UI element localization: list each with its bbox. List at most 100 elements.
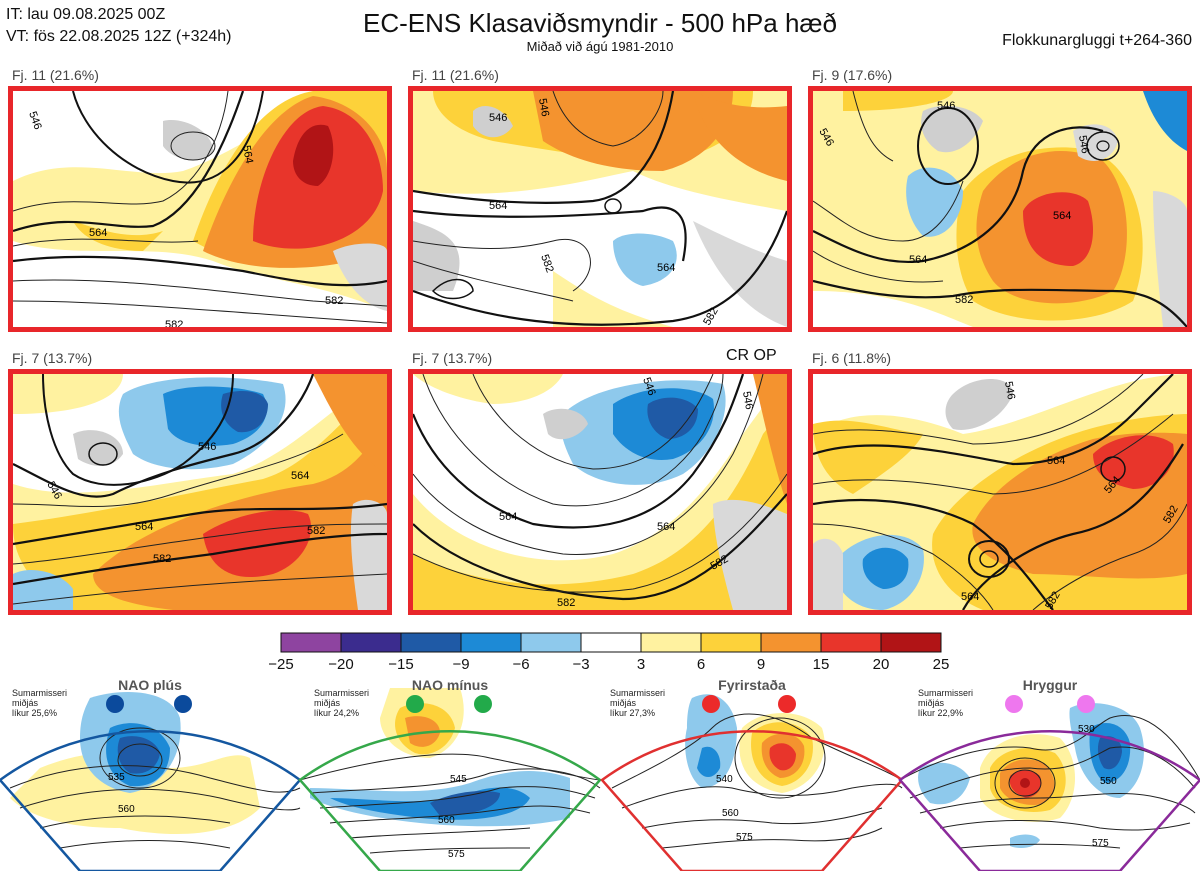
initial-time: IT: lau 09.08.2025 00Z — [6, 6, 166, 23]
cluster-panel-1[interactable]: 564 564 582 582 546 — [8, 86, 392, 332]
contour-label: 546 — [937, 100, 955, 112]
regime-title: NAO mínus — [411, 677, 489, 693]
regime-contour-label: 575 — [1092, 838, 1109, 849]
contour-label: 582 — [165, 319, 183, 327]
cluster-panel-2[interactable]: 546 564 564 582 582 546 — [408, 86, 792, 332]
regime-contour-label: 575 — [448, 849, 465, 860]
header-times: IT: lau 09.08.2025 00Z VT: fös 22.08.202… — [6, 4, 231, 48]
colorbar-tick-label: −25 — [268, 656, 294, 673]
regime-title: NAO plús — [118, 677, 182, 693]
regime-contour-label: 560 — [118, 804, 135, 815]
contour-label: 546 — [640, 376, 658, 397]
contour-label: 546 — [1076, 134, 1091, 154]
panel-3-label: Fj. 9 (17.6%) — [812, 67, 893, 83]
colorbar-cell — [880, 632, 942, 653]
control-run-label: CR OP — [726, 347, 777, 364]
colorbar-cell — [580, 632, 642, 653]
cluster-map-1: 564 564 582 582 546 — [13, 91, 387, 327]
colorbar-tick-label: 6 — [696, 656, 706, 673]
cluster-panel-4[interactable]: 546 564 564 582 582 546 — [8, 369, 392, 615]
contour-label: 564 — [657, 521, 675, 533]
colorbar-tick-label: 25 — [932, 656, 950, 673]
panel-6-label: Fj. 6 (11.8%) — [812, 350, 892, 366]
cluster-panel-3[interactable]: 546 546 564 564 582 546 — [808, 86, 1192, 332]
contour-label: 582 — [153, 553, 171, 565]
colorbar — [280, 632, 942, 653]
regime-contour-label: 540 — [716, 774, 733, 785]
regime-contour-label: 560 — [438, 815, 455, 826]
contour-label: 564 — [499, 511, 517, 523]
colorbar-cell — [460, 632, 522, 653]
valid-time: VT: fös 22.08.2025 12Z (+324h) — [6, 28, 232, 45]
cluster-panel-6[interactable]: 564 564 564 582 582 546 — [808, 369, 1192, 615]
contour-label: 582 — [557, 597, 575, 609]
contour-label: 546 — [536, 97, 551, 117]
colorbar-cell — [280, 632, 342, 653]
contour-label: 564 — [1053, 210, 1071, 222]
colorbar-tick-label: 3 — [636, 656, 646, 673]
contour-label: 582 — [307, 525, 325, 537]
regime-title: Fyrirstaða — [718, 677, 786, 693]
colorbar-cell — [700, 632, 762, 653]
colorbar-tick-label: −20 — [328, 656, 354, 673]
contour-label: 582 — [538, 253, 556, 274]
colorbar-tick-label: 15 — [812, 656, 830, 673]
colorbar-cell — [820, 632, 882, 653]
contour-label: 564 — [489, 200, 507, 212]
regime-contour-label: 535 — [108, 772, 125, 783]
clustering-window: Flokkunargluggi t+264-360 — [1002, 32, 1192, 49]
cluster-map-4: 546 564 564 582 582 546 — [13, 374, 387, 610]
climatology-subtitle: Miðað við ágú 1981-2010 — [526, 39, 674, 54]
panel-5-label: Fj. 7 (13.7%) — [412, 350, 493, 366]
regime-contour-label: 560 — [722, 808, 739, 819]
contour-label: 564 — [240, 144, 255, 164]
colorbar-cell — [520, 632, 582, 653]
regime-info: Sumarmisseri miðjás líkur 25,6% — [12, 688, 68, 718]
contour-label: 582 — [955, 294, 973, 306]
colorbar-tick-label: −9 — [452, 656, 470, 673]
colorbar-tick-label: −3 — [572, 656, 590, 673]
regime-ridge: 530 550 575 — [898, 695, 1200, 871]
contour-label: 564 — [291, 470, 309, 482]
colorbar-cell — [340, 632, 402, 653]
page-title: EC-ENS Klasaviðsmyndir - 500 hPa hæð — [363, 8, 837, 38]
colorbar-tick-label: 9 — [756, 656, 766, 673]
regime-contour-label: 575 — [736, 832, 753, 843]
cluster-map-3: 546 546 564 564 582 546 — [813, 91, 1187, 327]
contour-label: 546 — [1002, 380, 1017, 400]
regime-contour-label: 550 — [1100, 776, 1117, 787]
contour-label: 546 — [489, 112, 507, 124]
contour-label: 582 — [325, 295, 343, 307]
contour-label: 546 — [740, 390, 755, 410]
panel-1-label: Fj. 11 (21.6%) — [12, 67, 99, 83]
colorbar-tick-label: 20 — [872, 656, 890, 673]
contour-label: 564 — [1047, 455, 1065, 467]
cluster-map-5: 564 564 582 582 546 546 — [413, 374, 787, 610]
regime-blocking: 540 560 575 — [600, 694, 904, 871]
regime-nao-plus: 535 560 — [0, 692, 302, 871]
contour-label: 546 — [26, 110, 44, 131]
contour-label: 564 — [657, 262, 675, 274]
contour-label: 564 — [909, 254, 927, 266]
colorbar-cell — [640, 632, 702, 653]
contour-label: 564 — [89, 227, 107, 239]
contour-label: 546 — [198, 441, 216, 453]
regime-title: Hryggur — [1022, 677, 1078, 693]
regime-maps: 535 560 545 560 575 — [0, 688, 1200, 871]
cluster-map-6: 564 564 564 582 582 546 — [813, 374, 1187, 610]
colorbar-tick-label: −6 — [512, 656, 530, 673]
regime-info: Sumarmisseri miðjás líkur 22,9% — [918, 688, 974, 718]
panel-2-label: Fj. 11 (21.6%) — [412, 67, 499, 83]
regime-nao-minus: 545 560 575 — [298, 688, 602, 871]
colorbar-tick-label: −15 — [388, 656, 414, 673]
cluster-map-2: 546 564 564 582 582 546 — [413, 91, 787, 327]
contour-label: 564 — [135, 521, 153, 533]
panel-4-label: Fj. 7 (13.7%) — [12, 350, 93, 366]
regime-contour-label: 530 — [1078, 724, 1095, 735]
colorbar-cell — [400, 632, 462, 653]
colorbar-cell — [760, 632, 822, 653]
regime-info: Sumarmisseri miðjás líkur 24,2% — [314, 688, 370, 718]
contour-label: 564 — [961, 591, 979, 603]
regime-contour-label: 545 — [450, 774, 467, 785]
cluster-panel-5[interactable]: 564 564 582 582 546 546 — [408, 369, 792, 615]
